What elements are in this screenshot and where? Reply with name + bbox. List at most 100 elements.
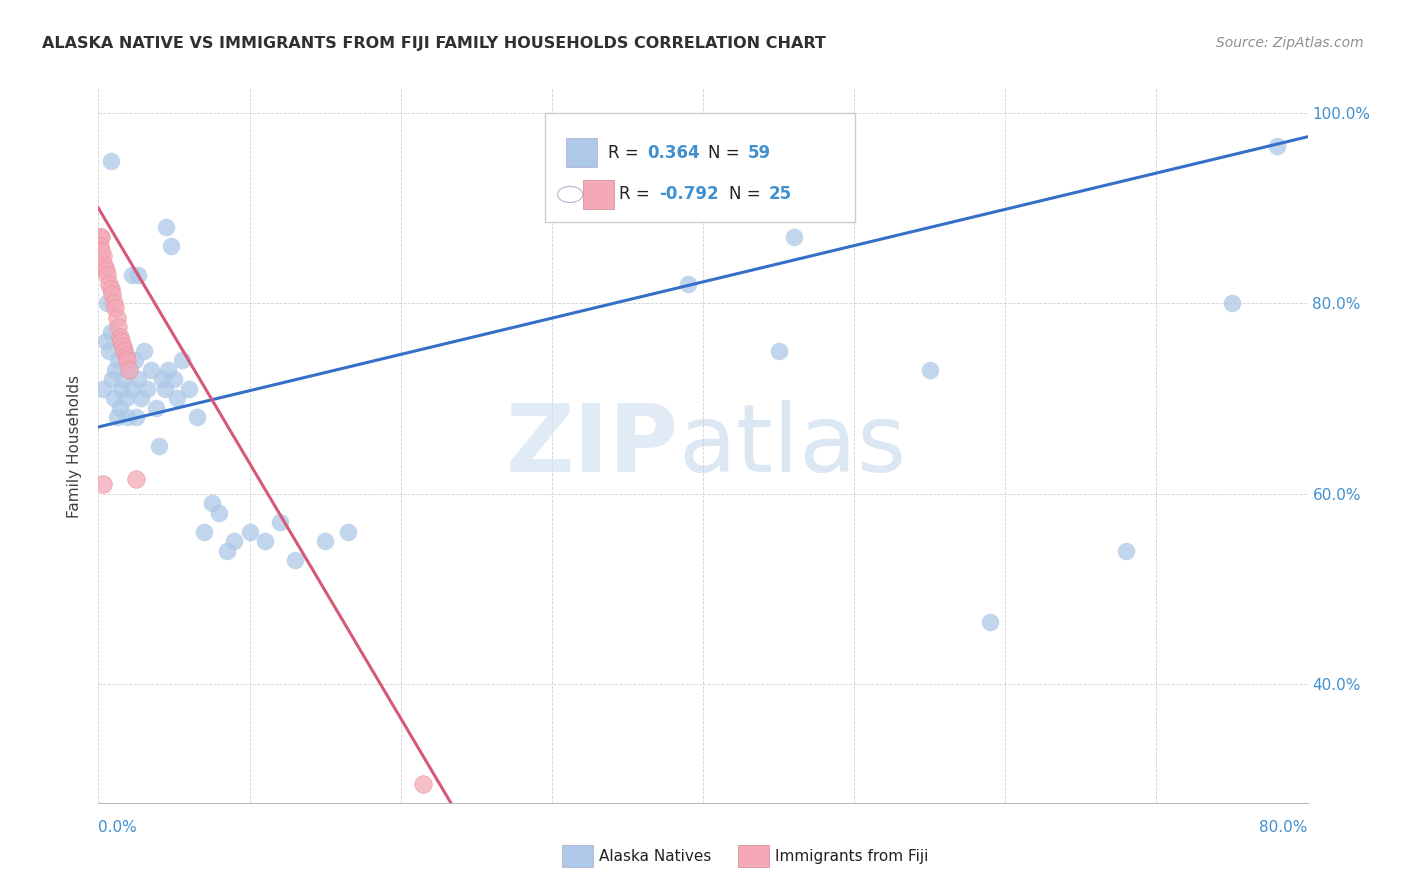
Point	[96, 268, 118, 282]
Point	[269, 515, 291, 529]
Point	[103, 296, 125, 310]
Text: 0.0%: 0.0%	[98, 821, 138, 835]
Text: Immigrants from Fiji: Immigrants from Fiji	[775, 849, 928, 863]
Point	[124, 353, 146, 368]
Text: Alaska Natives: Alaska Natives	[599, 849, 711, 863]
Point	[155, 220, 177, 235]
Point	[284, 553, 307, 567]
Y-axis label: Family Households: Family Households	[67, 375, 83, 517]
Point	[224, 534, 246, 549]
Point	[979, 615, 1001, 629]
Point	[201, 496, 224, 510]
Point	[107, 353, 129, 368]
Point	[215, 543, 238, 558]
Text: R =: R =	[620, 186, 655, 203]
Point	[676, 277, 699, 292]
Point	[91, 477, 114, 491]
Point	[121, 382, 143, 396]
Point	[186, 410, 208, 425]
Point	[90, 229, 112, 244]
Text: Source: ZipAtlas.com: Source: ZipAtlas.com	[1216, 36, 1364, 50]
Point	[115, 353, 138, 368]
Point	[96, 296, 118, 310]
Text: R =: R =	[609, 144, 644, 161]
Point	[94, 263, 117, 277]
Point	[170, 353, 193, 368]
Point	[110, 382, 132, 396]
Point	[127, 268, 149, 282]
Point	[166, 392, 188, 406]
Point	[163, 372, 186, 386]
Point	[98, 343, 121, 358]
Point	[118, 363, 141, 377]
Text: 59: 59	[748, 144, 770, 161]
Point	[89, 239, 111, 253]
Point	[108, 329, 131, 343]
Point	[114, 392, 136, 406]
Point	[253, 534, 276, 549]
Point	[141, 363, 163, 377]
Point	[1115, 543, 1137, 558]
Point	[150, 372, 173, 386]
Point	[118, 363, 141, 377]
Point	[314, 534, 336, 549]
Point	[125, 410, 148, 425]
Point	[336, 524, 359, 539]
Point	[179, 382, 201, 396]
Point	[918, 363, 941, 377]
Text: atlas: atlas	[679, 400, 907, 492]
Point	[412, 777, 434, 791]
Text: ALASKA NATIVE VS IMMIGRANTS FROM FIJI FAMILY HOUSEHOLDS CORRELATION CHART: ALASKA NATIVE VS IMMIGRANTS FROM FIJI FA…	[42, 36, 827, 51]
Point	[145, 401, 167, 415]
Point	[93, 258, 115, 272]
Point	[90, 244, 112, 258]
Point	[94, 334, 117, 349]
Point	[91, 382, 114, 396]
Point	[111, 339, 134, 353]
Point	[100, 153, 122, 168]
Point	[1220, 296, 1243, 310]
Point	[193, 524, 215, 539]
Point	[104, 363, 127, 377]
Point	[135, 382, 157, 396]
Point	[783, 229, 806, 244]
Point	[114, 349, 136, 363]
Point	[100, 325, 122, 339]
Text: N =: N =	[730, 186, 766, 203]
Point	[129, 392, 152, 406]
Text: -0.792: -0.792	[659, 186, 718, 203]
Point	[110, 334, 132, 349]
Point	[125, 472, 148, 486]
Text: 80.0%: 80.0%	[1260, 821, 1308, 835]
Text: 25: 25	[769, 186, 792, 203]
Point	[148, 439, 170, 453]
Text: 0.364: 0.364	[648, 144, 700, 161]
Point	[105, 410, 128, 425]
Point	[105, 310, 128, 325]
Point	[100, 282, 122, 296]
Point	[115, 410, 138, 425]
Point	[156, 363, 179, 377]
Point	[208, 506, 231, 520]
Point	[1267, 139, 1289, 153]
Point	[111, 372, 134, 386]
Point	[153, 382, 176, 396]
Point	[89, 229, 111, 244]
Point	[108, 401, 131, 415]
Point	[112, 343, 135, 358]
Point	[121, 268, 143, 282]
Point	[127, 372, 149, 386]
Point	[112, 343, 135, 358]
Point	[101, 372, 124, 386]
Text: ZIP: ZIP	[506, 400, 679, 492]
Point	[239, 524, 262, 539]
Point	[101, 286, 124, 301]
Point	[132, 343, 155, 358]
Text: N =: N =	[709, 144, 745, 161]
Point	[98, 277, 121, 292]
Point	[91, 249, 114, 263]
Point	[104, 301, 127, 315]
Point	[160, 239, 183, 253]
Point	[103, 392, 125, 406]
Point	[107, 320, 129, 334]
